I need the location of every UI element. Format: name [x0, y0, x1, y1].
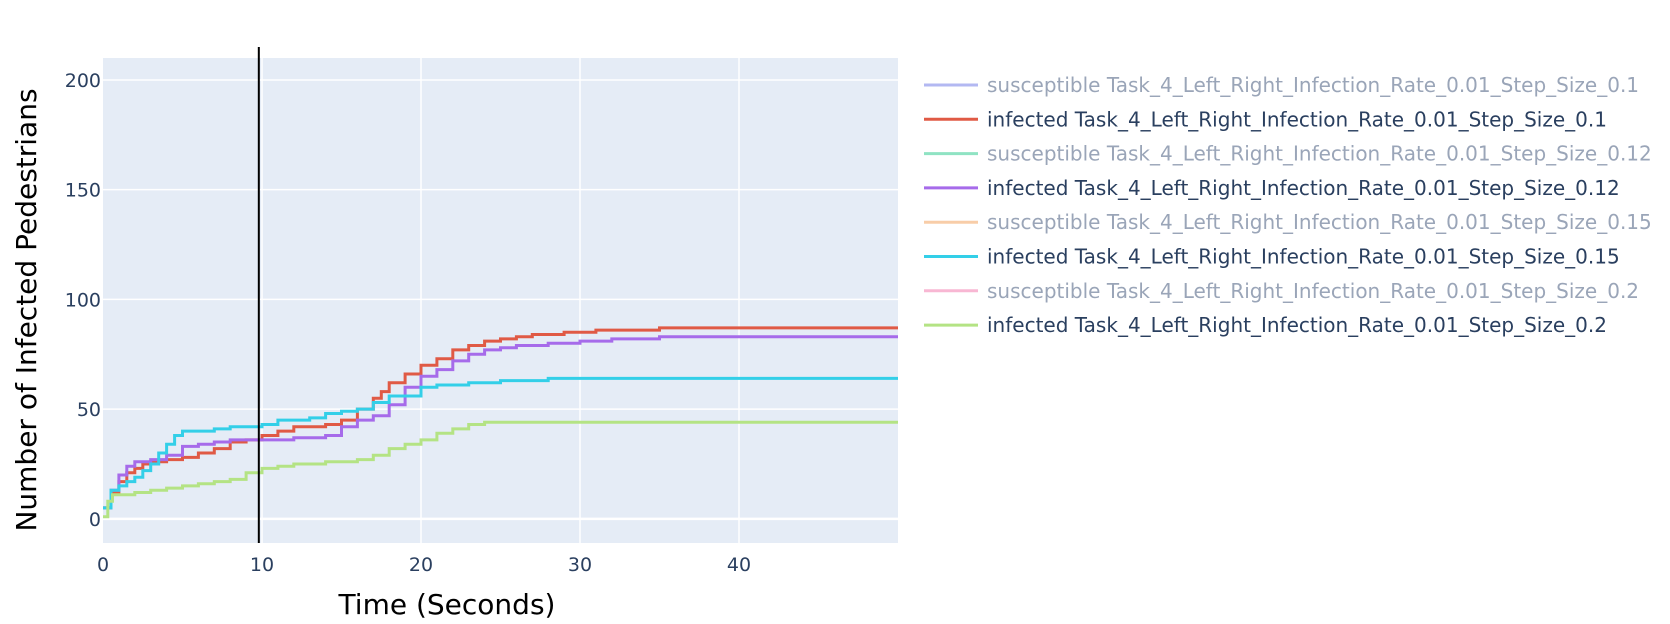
x-tick-label: 0	[97, 554, 109, 576]
legend-label: susceptible Task_4_Left_Right_Infection_…	[987, 142, 1652, 166]
plot-background	[103, 58, 898, 543]
y-axis-ticks: 0 50 100 150 200	[65, 70, 101, 531]
legend-item[interactable]: susceptible Task_4_Left_Right_Infection_…	[924, 279, 1639, 303]
series-line	[103, 335, 898, 510]
legend-label: infected Task_4_Left_Right_Infection_Rat…	[987, 176, 1620, 200]
y-tick-label: 50	[77, 399, 101, 421]
legend-item[interactable]: infected Task_4_Left_Right_Infection_Rat…	[924, 176, 1620, 200]
legend-label: susceptible Task_4_Left_Right_Infection_…	[987, 73, 1639, 97]
legend-label: infected Task_4_Left_Right_Infection_Rat…	[987, 107, 1607, 131]
legend-item[interactable]: susceptible Task_4_Left_Right_Infection_…	[924, 210, 1652, 234]
legend[interactable]: susceptible Task_4_Left_Right_Infection_…	[924, 73, 1652, 337]
y-tick-label: 100	[65, 289, 101, 311]
y-tick-label: 200	[65, 70, 101, 92]
x-tick-label: 30	[568, 554, 592, 576]
legend-item[interactable]: infected Task_4_Left_Right_Infection_Rat…	[924, 107, 1607, 131]
legend-label: susceptible Task_4_Left_Right_Infection_…	[987, 210, 1652, 234]
series-lines	[103, 326, 898, 519]
x-tick-label: 20	[409, 554, 433, 576]
legend-item[interactable]: infected Task_4_Left_Right_Infection_Rat…	[924, 313, 1607, 337]
legend-label: infected Task_4_Left_Right_Infection_Rat…	[987, 245, 1620, 269]
series-line	[103, 376, 898, 510]
x-tick-label: 10	[250, 554, 274, 576]
legend-item[interactable]: infected Task_4_Left_Right_Infection_Rat…	[924, 245, 1620, 269]
legend-item[interactable]: susceptible Task_4_Left_Right_Infection_…	[924, 142, 1652, 166]
legend-label: susceptible Task_4_Left_Right_Infection_…	[987, 279, 1639, 303]
x-tick-label: 40	[727, 554, 751, 576]
gridlines	[103, 58, 898, 543]
x-axis-title: Time (Seconds)	[338, 588, 556, 621]
series-line	[103, 420, 898, 519]
y-tick-label: 0	[89, 509, 101, 531]
x-axis-ticks: 0 10 20 30 40	[97, 554, 751, 576]
legend-label: infected Task_4_Left_Right_Infection_Rat…	[987, 313, 1607, 337]
y-axis-title: Number of Infected Pedestrians	[10, 88, 43, 531]
y-tick-label: 150	[65, 180, 101, 202]
legend-item[interactable]: susceptible Task_4_Left_Right_Infection_…	[924, 73, 1639, 97]
